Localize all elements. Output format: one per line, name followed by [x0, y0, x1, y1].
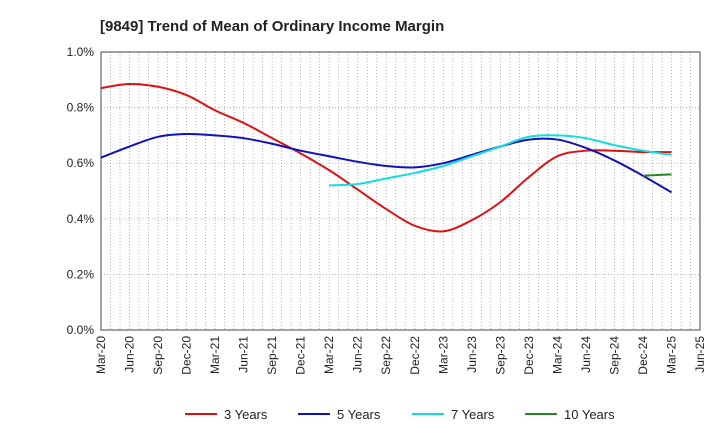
x-tick-label: Sep-21	[265, 336, 279, 375]
series-line-3	[329, 134, 672, 187]
x-tick-label: Dec-24	[636, 336, 650, 375]
x-tick-label: Jun-21	[237, 336, 251, 373]
x-tick-label: Sep-24	[607, 336, 621, 375]
series-line-2	[100, 132, 672, 194]
y-axis: 0.0% 0.2% 0.4% 0.6% 0.8% 1.0%	[67, 45, 95, 337]
legend-label: 10 Years	[564, 407, 615, 422]
x-tick-label: Sep-22	[379, 336, 393, 375]
legend: 3 Years 5 Years 7 Years 10 Years	[185, 407, 615, 422]
series-line-1	[100, 82, 672, 233]
legend-label: 3 Years	[224, 407, 268, 422]
y-tick-label: 0.0%	[67, 323, 95, 337]
x-axis: Mar-20 Jun-20 Sep-20 Dec-20 Mar-21 Jun-21 Sep-…	[94, 336, 707, 375]
x-tick-label: Mar-23	[436, 336, 450, 374]
x-tick-label: Mar-22	[322, 336, 336, 374]
x-tick-label: Jun-23	[465, 336, 479, 373]
x-tick-label: Sep-20	[151, 336, 165, 375]
x-tick-label: Mar-21	[208, 336, 222, 374]
x-tick-label: Dec-22	[408, 336, 422, 375]
x-tick-label: Jun-25	[693, 336, 707, 373]
series-lines	[100, 82, 672, 233]
y-tick-label: 0.6%	[67, 156, 95, 170]
series-line-4	[642, 173, 672, 177]
y-tick-label: 0.4%	[67, 212, 95, 226]
x-tick-label: Dec-23	[522, 336, 536, 375]
x-tick-label: Dec-21	[294, 336, 308, 375]
legend-label: 7 Years	[451, 407, 495, 422]
x-tick-label: Dec-20	[180, 336, 194, 375]
x-tick-label: Jun-24	[579, 336, 593, 373]
y-tick-label: 0.2%	[67, 267, 95, 281]
plot-area-border	[100, 51, 701, 331]
x-tick-label: Mar-24	[550, 336, 564, 374]
chart-title: [9849] Trend of Mean of Ordinary Income …	[100, 18, 444, 35]
x-tick-label: Sep-23	[493, 336, 507, 375]
x-tick-label: Jun-20	[123, 336, 137, 373]
x-tick-label: Mar-25	[664, 336, 678, 374]
y-tick-label: 1.0%	[67, 45, 95, 59]
x-tick-label: Mar-20	[94, 336, 108, 374]
grid	[101, 52, 700, 330]
y-tick-label: 0.8%	[67, 101, 95, 115]
x-tick-label: Jun-22	[351, 336, 365, 373]
legend-label: 5 Years	[337, 407, 381, 422]
